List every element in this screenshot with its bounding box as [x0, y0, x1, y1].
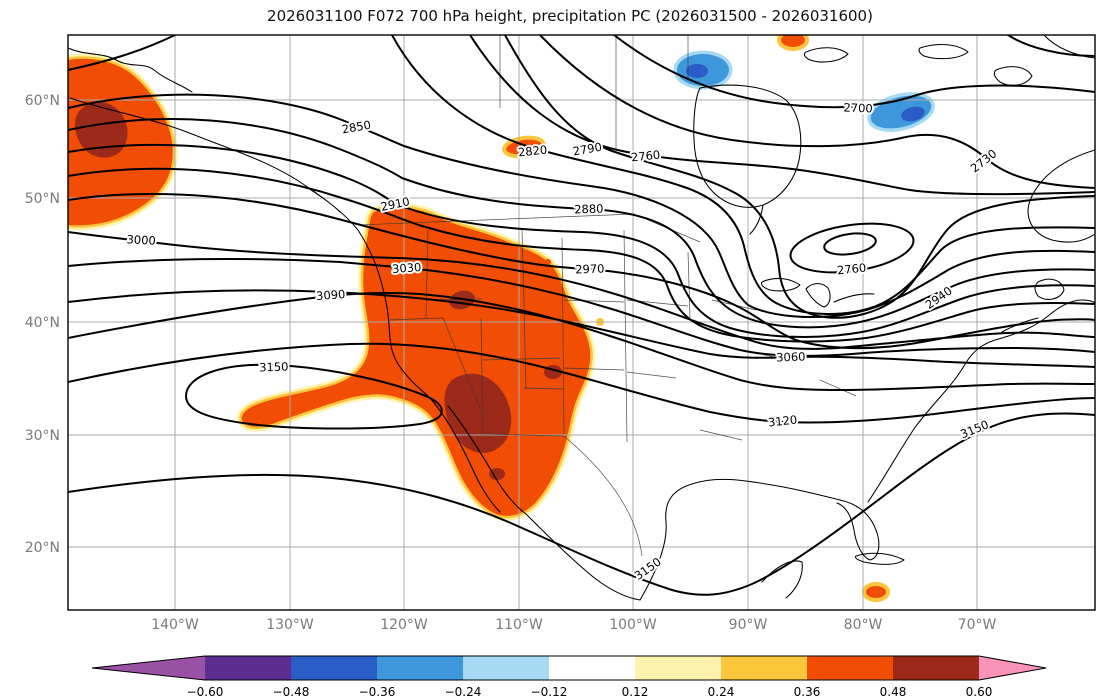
precip-speck2 — [545, 259, 551, 265]
lat-tick-label: 50°N — [25, 191, 60, 207]
contour-label: 2880 — [574, 201, 604, 216]
colorbar-tick-label: −0.36 — [359, 685, 396, 698]
lon-tick-label: 140°W — [151, 617, 199, 633]
coastline-paths — [68, 35, 1095, 601]
height-contour-lines — [68, 35, 1095, 596]
lat-tick-label: 40°N — [25, 315, 60, 331]
colorbar-segment — [291, 656, 377, 680]
precip-blob-west-core4 — [489, 468, 505, 480]
contour-label: 3000 — [126, 232, 156, 248]
lon-tick-label: 90°W — [729, 617, 768, 633]
colorbar-tick-label: 0.60 — [966, 685, 993, 698]
lon-tick-label: 80°W — [844, 617, 883, 633]
colorbar-segment — [463, 656, 549, 680]
colorbar-under-arrow — [92, 656, 205, 680]
height-contours — [68, 35, 1095, 596]
colorbar-segment — [721, 656, 807, 680]
plot-frame — [67, 34, 1096, 611]
colorbar-segment — [205, 656, 291, 680]
lat-tick-label: 30°N — [25, 428, 60, 444]
chart-title: 2026031100 F072 700 hPa height, precipit… — [267, 7, 873, 25]
colorbar-segment — [893, 656, 979, 680]
precip-fill-layer — [68, 35, 935, 602]
colorbar-tick-label: 0.48 — [880, 685, 907, 698]
colorbar: −0.60 −0.48 −0.36 −0.24 −0.12 0.12 0.24 0.36 0.4… — [91, 655, 1047, 698]
graticule-gridlines — [68, 35, 1095, 610]
lon-tick-label: 70°W — [958, 617, 997, 633]
lat-tick-label: 20°N — [25, 540, 60, 556]
lon-tick-label: 110°W — [495, 617, 543, 633]
contour-label: 3060 — [776, 349, 806, 364]
contour-label: 3150 — [259, 359, 289, 374]
colorbar-segment — [807, 656, 893, 680]
lon-tick-label: 130°W — [266, 617, 314, 633]
colorbar-segment — [635, 656, 721, 680]
contour-label: 3090 — [316, 287, 346, 303]
colorbar-tick-label: −0.24 — [445, 685, 482, 698]
colorbar-tick-label: 0.36 — [794, 685, 821, 698]
precip-blob-quebec-core — [901, 106, 925, 122]
precip-blob-nw-core — [74, 101, 128, 158]
plot-area: 2850 2820 2790 2760 2700 2730 2910 2880 … — [68, 35, 1095, 610]
colorbar-tick-label: 0.12 — [622, 685, 649, 698]
colorbar-tick-label: −0.48 — [273, 685, 310, 698]
precip-blob-hudson-core — [686, 64, 708, 78]
colorbar-outline — [91, 655, 1047, 681]
contour-label: 2700 — [843, 100, 873, 115]
contour-label: 2760 — [836, 261, 867, 278]
contour-label: 2850 — [341, 118, 372, 137]
contour-label: 2760 — [630, 148, 661, 165]
colorbar-over-arrow — [979, 656, 1046, 680]
precip-blob-west-core1 — [444, 373, 512, 453]
colorbar-tick-label: −0.12 — [531, 685, 568, 698]
colorbar-tick-label: 0.24 — [708, 685, 735, 698]
lon-tick-label: 120°W — [380, 617, 428, 633]
closed-low-contour-outer — [789, 222, 915, 274]
colorbar-segment — [549, 656, 635, 680]
contour-label: 2820 — [517, 143, 548, 160]
contour-label: 2970 — [575, 261, 605, 276]
colorbar-tick-label: −0.60 — [187, 685, 224, 698]
lat-tick-label: 60°N — [25, 93, 60, 109]
precip-blob-top — [777, 35, 809, 51]
x-axis-labels: 140°W 130°W 120°W 110°W 100°W 90°W 80°W … — [151, 617, 996, 633]
contour-label: 3120 — [767, 413, 798, 430]
lon-tick-label: 100°W — [609, 617, 657, 633]
coastlines — [68, 35, 1095, 601]
colorbar-segment — [377, 656, 463, 680]
closed-low-contour-inner — [823, 232, 877, 256]
precip-blob-south — [862, 582, 890, 602]
contour-label: 3030 — [392, 260, 422, 276]
y-axis-labels: 60°N 50°N 40°N 30°N 20°N — [25, 93, 60, 556]
